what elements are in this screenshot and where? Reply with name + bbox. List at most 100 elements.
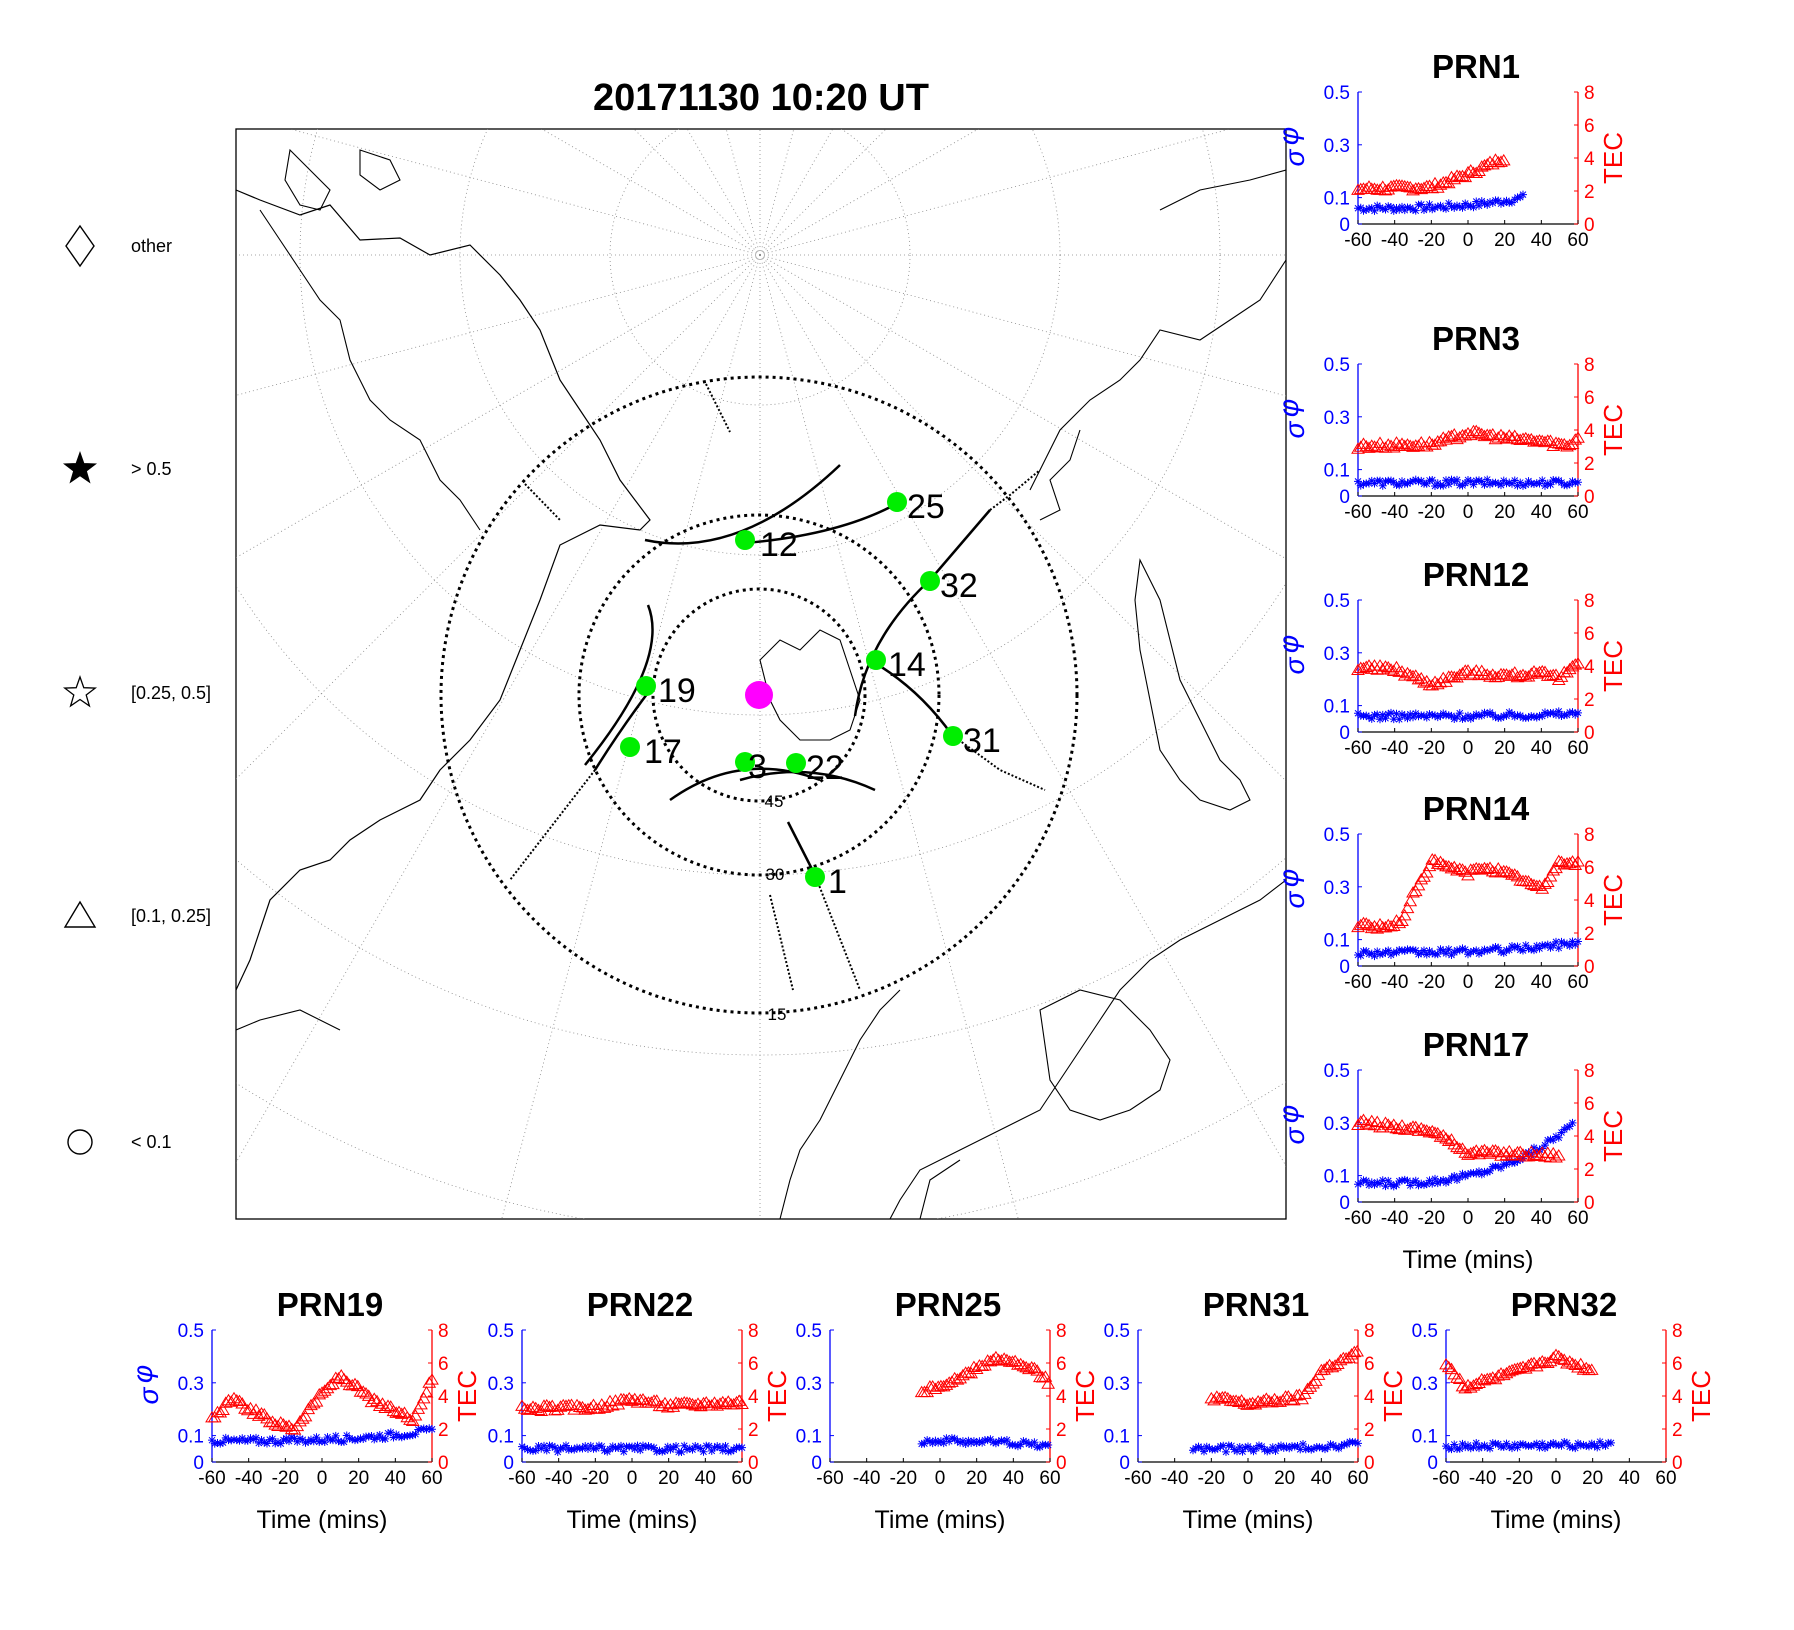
x-tick-label: 40 — [385, 1468, 406, 1489]
x-tick-label: -40 — [1161, 1468, 1188, 1489]
sigma-point — [652, 1447, 661, 1456]
tec-point — [1240, 1398, 1254, 1410]
map-frame — [235, 128, 1287, 1220]
tec-point — [304, 1398, 318, 1411]
sigma-point — [296, 1434, 304, 1443]
sigma-point — [1431, 1174, 1439, 1183]
tec-point — [1367, 919, 1382, 932]
tec-point — [1549, 1151, 1563, 1163]
sigma-point — [1016, 1440, 1025, 1449]
sigma-point — [683, 1445, 691, 1454]
tec-point — [1571, 1360, 1585, 1373]
sigma-point — [1480, 708, 1489, 717]
tec-tick-label: 4 — [748, 1387, 759, 1408]
satellite-marker-prn12 — [735, 530, 755, 550]
tec-point — [416, 1391, 431, 1404]
x-tick-label: -60 — [816, 1468, 843, 1489]
tec-point — [1428, 1126, 1442, 1138]
satellite-markers: 1 3 12 14 17 19 22 25 31 32 — [620, 488, 1001, 901]
tec-tick-label: 4 — [1056, 1387, 1067, 1408]
tec-point — [1378, 920, 1393, 933]
satellite-marker-prn19 — [636, 676, 656, 696]
tec-point — [1549, 1348, 1563, 1360]
sigma-point — [1013, 1442, 1022, 1451]
sigma-point — [721, 1442, 730, 1451]
tec-point — [1024, 1360, 1039, 1373]
tec-point — [1507, 429, 1522, 441]
tec-point — [1568, 858, 1583, 871]
sigma-point — [301, 1438, 310, 1447]
tec-point — [419, 1385, 434, 1398]
tec-point — [1502, 1364, 1517, 1377]
tec-point — [284, 1422, 299, 1435]
tec-point — [1472, 1147, 1486, 1160]
sigma-point — [1439, 204, 1448, 213]
sigma-point — [1521, 941, 1530, 950]
tec-point — [400, 1410, 415, 1423]
meridian-line — [501, 254, 761, 1219]
tec-point — [1400, 438, 1415, 450]
tec-point — [1472, 426, 1486, 438]
tec-point — [425, 1373, 439, 1385]
sigma-point — [1326, 1440, 1335, 1449]
sigma-tick-label: 0.5 — [1324, 83, 1350, 104]
sigma-tick-label: 0.3 — [1324, 644, 1350, 665]
sigma-point — [1304, 1444, 1313, 1453]
legend-label: < 0.1 — [131, 1132, 172, 1152]
x-tick-label: 40 — [1531, 738, 1552, 759]
x-tick-label: -40 — [853, 1468, 880, 1489]
sigma-point — [1378, 710, 1387, 719]
sigma-point — [1022, 1437, 1031, 1446]
sigma-point — [1337, 1441, 1346, 1450]
tec-point — [1411, 672, 1426, 685]
sigma-point — [1469, 1443, 1478, 1452]
tec-point — [1524, 432, 1539, 445]
elevation-rings: 15 30 45 — [439, 375, 1079, 1024]
satellite-marker-prn31 — [943, 726, 963, 746]
sigma-point — [1549, 1136, 1558, 1145]
latitude-circle — [609, 129, 911, 406]
sigma-point — [1359, 206, 1368, 215]
tec-axis-label: TEC — [1598, 404, 1628, 456]
sigma-point — [1406, 203, 1415, 212]
x-tick-label: 0 — [1243, 1468, 1254, 1489]
sigma-point — [1458, 714, 1467, 723]
sigma-point — [1392, 204, 1401, 213]
tec-series — [1351, 424, 1585, 454]
sigma-point — [1000, 1437, 1009, 1446]
x-tick-label: -40 — [1381, 972, 1408, 993]
tec-point — [1414, 872, 1429, 885]
tec-tick-label: 2 — [1584, 182, 1595, 203]
satellite-label-prn31: 31 — [963, 722, 1001, 760]
tec-tick-label: 0 — [1672, 1453, 1683, 1474]
meridian-line — [236, 254, 761, 1164]
tec-point — [1384, 439, 1398, 451]
sigma-point — [967, 1438, 976, 1447]
sigma-point — [271, 1439, 280, 1448]
tec-point — [1359, 660, 1374, 672]
tec-point — [1455, 863, 1470, 875]
sigma-point — [1549, 475, 1558, 484]
tec-point — [1483, 861, 1497, 873]
sigma-point — [1458, 1439, 1467, 1448]
tec-point — [1505, 1363, 1519, 1376]
sigma-tick-label: 0.3 — [488, 1374, 514, 1395]
sigma-point — [1527, 479, 1536, 488]
sigma-point — [1469, 947, 1478, 956]
sigma-point — [1475, 1444, 1483, 1453]
track-prn25 — [744, 501, 899, 545]
sigma-point — [348, 1435, 357, 1444]
sigma-point — [1442, 204, 1450, 213]
sigma-point — [425, 1424, 434, 1433]
sigma-point — [1475, 201, 1483, 210]
tec-point — [1477, 1143, 1492, 1156]
tec-point — [1428, 438, 1442, 450]
tec-point — [1289, 1388, 1304, 1401]
sigma-tick-label: 0.1 — [178, 1427, 204, 1448]
x-tick-label: 0 — [1463, 1208, 1474, 1229]
tec-point — [1333, 1353, 1348, 1366]
sigma-point — [1376, 203, 1384, 212]
sigma-point — [1549, 941, 1558, 950]
tec-point — [1392, 916, 1407, 929]
x-tick-label: 40 — [1619, 1468, 1640, 1489]
